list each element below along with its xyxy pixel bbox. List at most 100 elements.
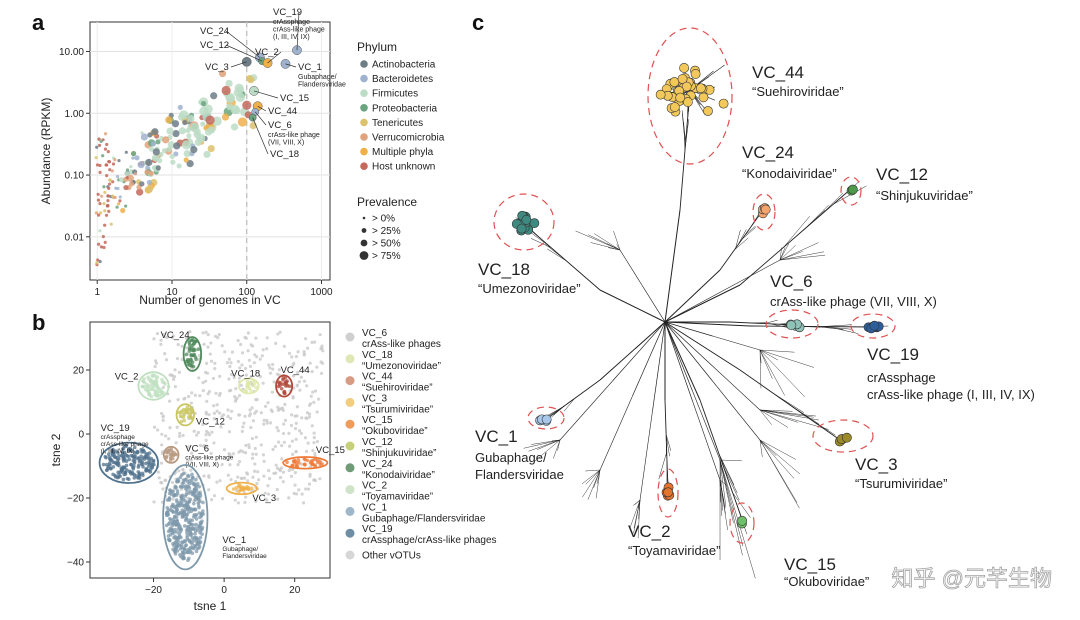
cluster-point	[111, 460, 116, 465]
vOTU-point	[271, 447, 275, 452]
tree-branch	[585, 469, 601, 472]
vOTU-point	[261, 453, 266, 457]
vOTU-point	[274, 341, 278, 345]
tree-branch	[719, 459, 723, 511]
tree-branch	[664, 321, 713, 337]
data-point	[97, 137, 101, 141]
cluster-point	[185, 528, 189, 532]
cluster-point	[302, 462, 307, 467]
clade-tip	[682, 97, 693, 107]
tree-branch	[759, 409, 789, 428]
vOTU-point	[266, 484, 270, 488]
vOTU-point	[268, 476, 272, 481]
data-point	[225, 79, 233, 88]
cluster-point	[188, 518, 192, 522]
cluster-point	[116, 451, 120, 455]
data-point	[109, 222, 113, 226]
cluster-point	[154, 376, 159, 381]
tree-branch	[681, 110, 686, 142]
cluster-label: VC_6	[185, 444, 209, 455]
point-sublabel: (VII, VIII, X)	[268, 140, 304, 147]
cluster-point	[296, 458, 301, 462]
tree-branch	[590, 242, 621, 251]
tree-branch	[664, 269, 721, 323]
point-label: VC_18	[270, 149, 299, 160]
vOTU-point	[201, 444, 206, 448]
tree-branch	[759, 349, 778, 361]
data-point	[108, 168, 112, 172]
cluster-point	[174, 452, 178, 457]
vOTU-point	[236, 501, 240, 505]
point-sublabel: (I, III, IV, IX)	[273, 34, 310, 41]
cluster-point	[201, 500, 205, 505]
cluster-point	[182, 524, 187, 528]
legend-item: VC_1	[362, 502, 387, 513]
vOTU-point	[312, 440, 316, 445]
tree-branch	[779, 247, 786, 261]
tree-branch	[759, 409, 793, 412]
vOTU-point	[305, 346, 310, 350]
vOTU-point	[282, 422, 286, 426]
panel-letter-a: a	[32, 10, 45, 35]
data-point	[95, 261, 99, 265]
cluster-point	[192, 512, 197, 517]
vOTU-point	[156, 428, 160, 432]
vOTU-point	[247, 358, 251, 362]
vOTU-point	[267, 363, 271, 367]
clade-tip	[703, 106, 713, 116]
vOTU-point	[290, 439, 295, 443]
panel-letter-c: c	[472, 10, 484, 35]
cluster-point	[166, 534, 171, 538]
data-point	[98, 259, 102, 264]
vOTU-point	[265, 498, 269, 502]
tree-branch	[658, 452, 667, 480]
vOTU-point	[167, 399, 172, 403]
vOTU-point	[263, 404, 268, 408]
tree-branch	[581, 469, 601, 485]
point-sublabel: crAss-like phage	[273, 27, 325, 34]
cluster-point	[187, 510, 191, 514]
cluster-point	[185, 405, 190, 409]
vOTU-point	[227, 377, 231, 381]
vOTU-point	[239, 342, 243, 347]
tree-branch	[664, 290, 723, 323]
cluster-point	[119, 468, 124, 473]
cluster-point	[140, 456, 144, 461]
panel-a-ticks: 1 10 100 1000 0.01 0.10 1.00 10.00	[59, 47, 333, 298]
vOTU-point	[271, 367, 275, 371]
tree-branch	[613, 231, 621, 251]
tree-branch	[759, 409, 798, 423]
data-point	[103, 132, 108, 136]
clade-highlight	[752, 193, 776, 231]
clade-tip	[669, 77, 680, 87]
panel-a-ylabel: Abundance (RPKM)	[39, 98, 53, 205]
cluster-point	[196, 495, 201, 500]
vOTU-point	[254, 435, 258, 439]
vOTU-point	[229, 477, 233, 482]
tree-branch	[551, 405, 565, 418]
tree-branch	[587, 469, 601, 500]
cluster-point	[149, 378, 153, 382]
vOTU-point	[206, 333, 210, 337]
cluster-point	[198, 530, 202, 535]
data-point	[107, 186, 111, 190]
cluster-point	[150, 374, 155, 378]
data-point	[185, 127, 191, 134]
legend-item: Firmicutes	[372, 89, 418, 100]
data-point	[103, 147, 108, 151]
vOTU-point	[214, 391, 218, 395]
vOTU-point	[280, 444, 284, 448]
vOTU-point	[270, 409, 274, 414]
vOTU-point	[197, 376, 201, 380]
tree-branch	[634, 499, 641, 505]
cluster-point	[148, 458, 152, 463]
vOTU-point	[290, 355, 294, 359]
vOTU-point	[217, 333, 221, 337]
cluster-sublabel: (VII, VIII, X)	[185, 462, 219, 469]
cluster-point	[169, 528, 174, 532]
data-point	[203, 150, 211, 159]
vOTU-point	[215, 403, 219, 407]
cluster-sublabel: Flandersviridae	[222, 553, 267, 560]
cluster-point	[131, 454, 135, 459]
legend-item: Multiple phyla	[372, 147, 434, 158]
